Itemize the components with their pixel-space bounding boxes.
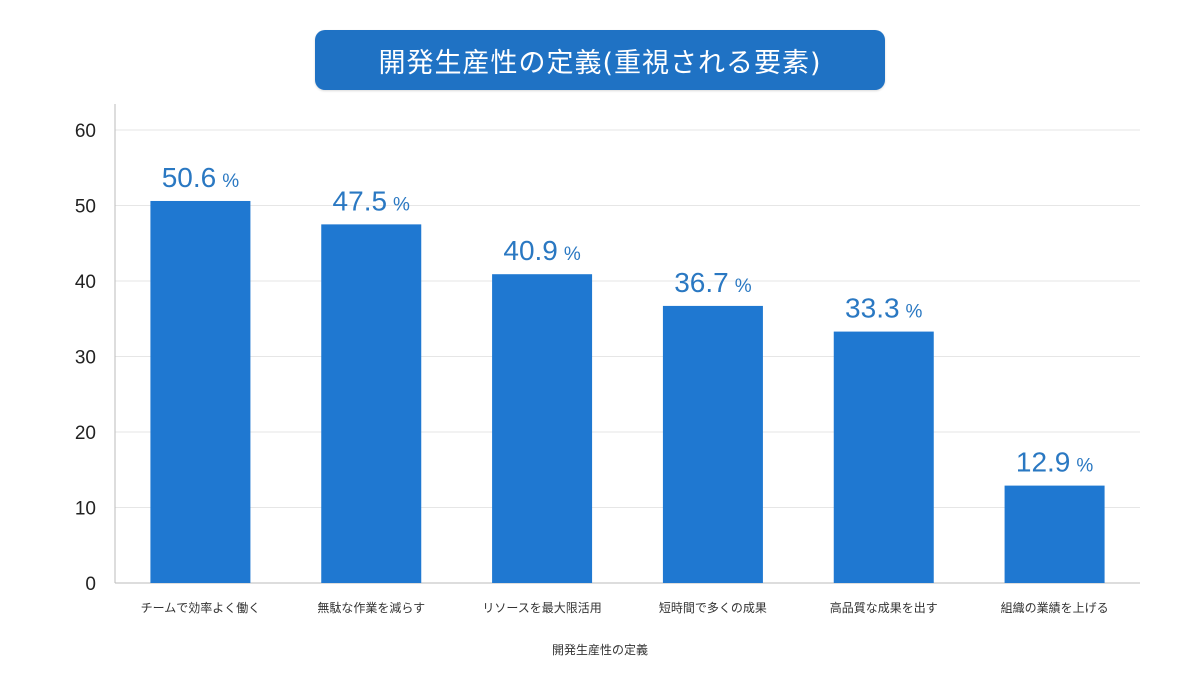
data-label: 33.3% bbox=[845, 293, 923, 324]
bar bbox=[492, 274, 593, 583]
y-tick-label: 50 bbox=[75, 197, 96, 218]
bar bbox=[662, 305, 763, 583]
bar bbox=[1004, 485, 1105, 583]
data-label: 36.7% bbox=[674, 267, 752, 298]
x-tick-label: チームで効率よく働く bbox=[141, 600, 261, 615]
y-tick-label: 20 bbox=[75, 423, 96, 444]
x-tick-label: 短時間で多くの成果 bbox=[659, 601, 767, 615]
chart-title-banner: 開発生産性の定義(重視される要素) bbox=[315, 30, 885, 90]
x-axis-title: 開発生産性の定義 bbox=[551, 643, 648, 657]
chart-title: 開発生産性の定義(重視される要素) bbox=[378, 47, 822, 79]
bar bbox=[150, 200, 251, 583]
grid-lines bbox=[115, 129, 1140, 508]
value-labels: 50.6 % 47.5 % 40.9 % 36.7 % 33.3 % 12.9% bbox=[162, 162, 1094, 478]
data-label: 12.9% bbox=[1016, 447, 1094, 478]
bar bbox=[833, 331, 934, 583]
y-tick-label: 0 bbox=[85, 574, 96, 595]
x-tick-label: 組織の業績を上げる bbox=[1001, 601, 1109, 615]
bar bbox=[321, 224, 422, 583]
axes bbox=[114, 104, 1140, 584]
x-tick-label: 高品質な成果を出す bbox=[830, 600, 938, 615]
x-tick-label: リソースを最大限活用 bbox=[482, 601, 601, 615]
bars bbox=[150, 200, 1105, 583]
y-tick-label: 10 bbox=[75, 499, 96, 520]
x-tick-label: 無駄な作業を減らす bbox=[317, 600, 425, 615]
data-label: 47.5% bbox=[333, 185, 411, 216]
y-tick-label: 30 bbox=[75, 348, 96, 369]
y-tick-label: 40 bbox=[75, 272, 96, 293]
category-labels: チームで効率よく働く 無駄な作業を減らす リソースを最大限活用 短時間で多くの成果 高品… bbox=[141, 600, 1109, 615]
data-label: 40.9% bbox=[503, 235, 581, 266]
data-label: 50.6% bbox=[162, 162, 240, 193]
y-tick-label: 60 bbox=[75, 121, 96, 142]
y-axis-ticks: 0 10 20 30 40 50 60 bbox=[75, 121, 96, 595]
